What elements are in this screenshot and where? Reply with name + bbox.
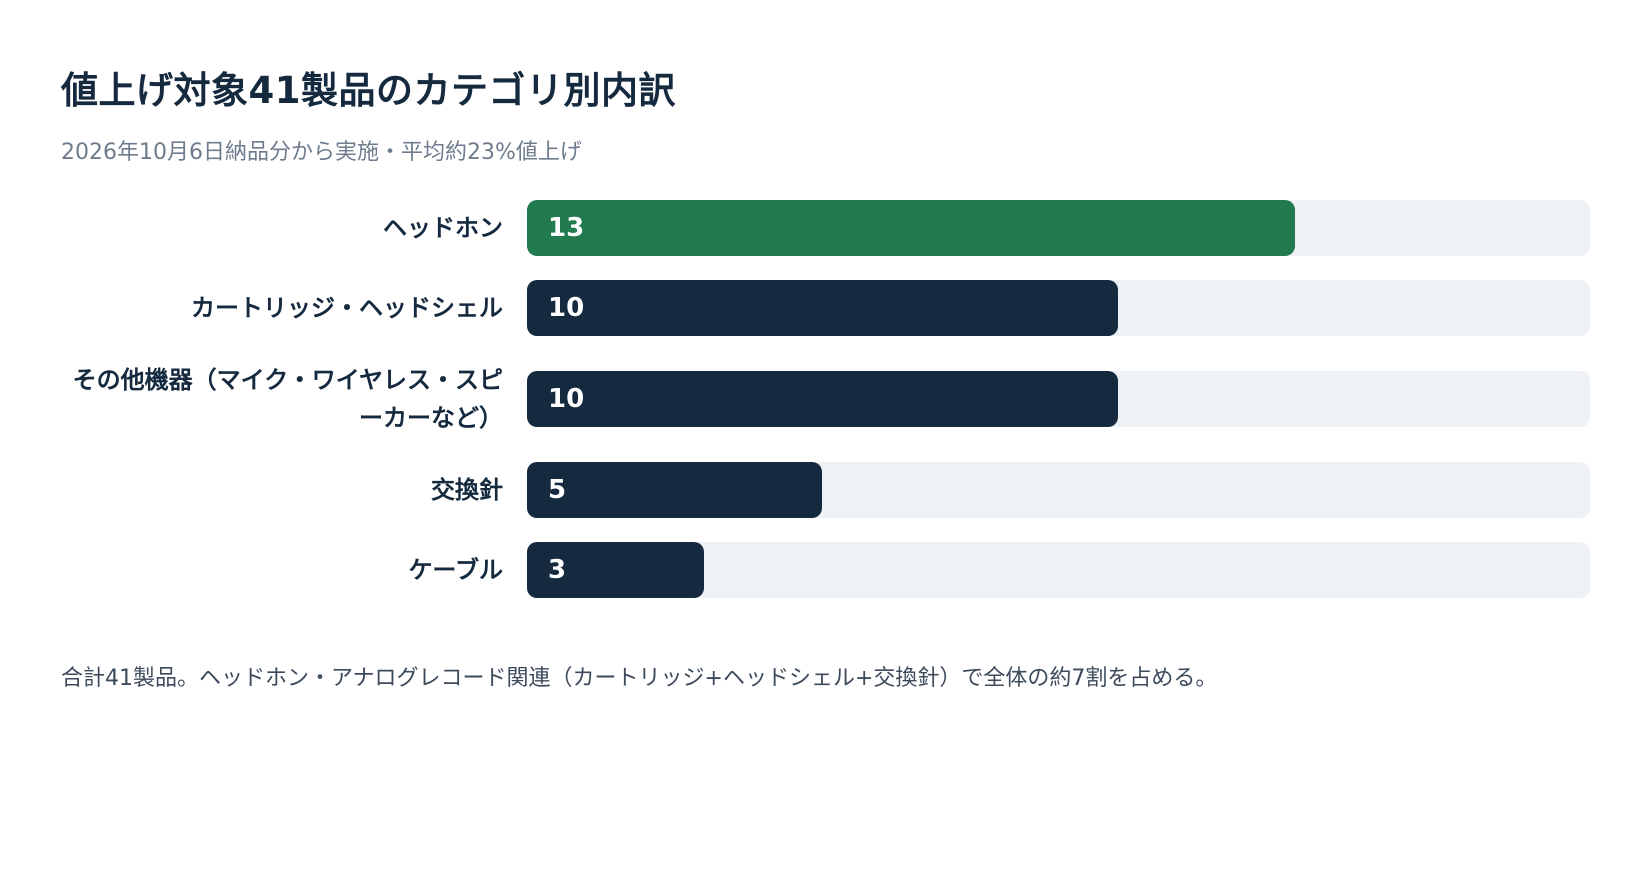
bar-value-label: 13 xyxy=(548,213,585,243)
category-label: カートリッジ・ヘッドシェル xyxy=(60,289,503,327)
bar-value-label: 10 xyxy=(548,293,585,323)
category-label: ケーブル xyxy=(60,551,503,589)
bar-value-label: 10 xyxy=(548,384,585,414)
category-label-text: ヘッドホン xyxy=(383,214,503,242)
bar-track: 5 xyxy=(527,462,1590,518)
chart-subtitle: 2026年10月6日納品分から実施・平均約23%値上げ xyxy=(61,140,582,165)
bar: 5 xyxy=(527,462,822,518)
chart-footnote: 合計41製品。ヘッドホン・アナログレコード関連（カートリッジ+ヘッドシェル+交換… xyxy=(61,666,1218,691)
bar: 3 xyxy=(527,542,704,598)
bar: 13 xyxy=(527,200,1295,256)
bar-value-label: 5 xyxy=(548,475,567,505)
category-label-text: ケーブル xyxy=(408,556,503,584)
category-label: 交換針 xyxy=(60,471,503,509)
chart-title: 値上げ対象41製品のカテゴリ別内訳 xyxy=(61,69,676,112)
category-label: その他機器（マイク・ワイヤレス・スピーカーなど） xyxy=(60,361,503,437)
bar: 10 xyxy=(527,371,1118,427)
category-label-text: 交換針 xyxy=(431,476,503,504)
category-label-text: カートリッジ・ヘッドシェル xyxy=(191,294,503,322)
bar-value-label: 3 xyxy=(548,555,567,585)
bar: 10 xyxy=(527,280,1118,336)
bar-track: 10 xyxy=(527,371,1590,427)
bar-track: 13 xyxy=(527,200,1590,256)
category-label: ヘッドホン xyxy=(60,209,503,247)
bar-track: 3 xyxy=(527,542,1590,598)
category-label-text: その他機器（マイク・ワイヤレス・スピーカーなど） xyxy=(72,366,503,432)
bar-track: 10 xyxy=(527,280,1590,336)
